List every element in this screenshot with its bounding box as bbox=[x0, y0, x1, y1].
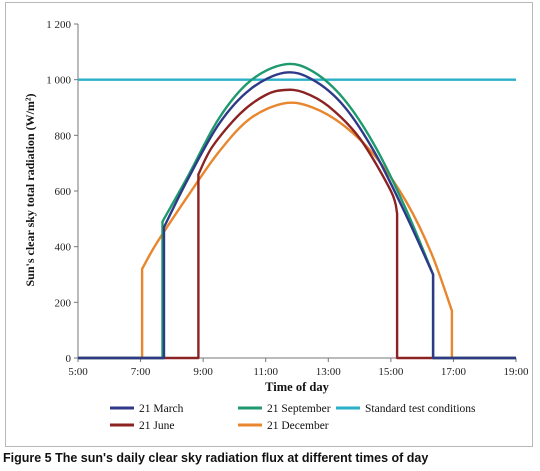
x-tick-label: 19:00 bbox=[503, 366, 529, 378]
series-line-21-december bbox=[78, 101, 516, 360]
y-tick-label: 1 000 bbox=[46, 75, 71, 87]
radiation-chart: 5:00 7:00 9:00 11:00 13:00 15:00 17:00 19:00 0 2… bbox=[23, 19, 529, 432]
x-tick-label: 11:00 bbox=[253, 366, 278, 378]
y-axis-label: Sun's clear sky total radiation (W/m²) bbox=[23, 93, 37, 286]
y-tick-label: 1 200 bbox=[46, 19, 71, 31]
x-tick-label: 7:00 bbox=[131, 366, 151, 378]
y-tick-label: 400 bbox=[55, 242, 72, 254]
y-tick-label: 200 bbox=[55, 297, 72, 309]
y-tick-label: 0 bbox=[66, 353, 72, 365]
figure-caption: Figure 5 The sun's daily clear sky radia… bbox=[3, 451, 537, 465]
x-axis-label: Time of day bbox=[265, 380, 329, 394]
series-line-21-june bbox=[78, 88, 516, 360]
figure-frame bbox=[5, 2, 533, 447]
series-line-21-september bbox=[78, 62, 516, 360]
axes bbox=[74, 23, 517, 362]
legend-label-21-june: 21 June bbox=[139, 420, 174, 432]
x-tick-label: 9:00 bbox=[193, 366, 213, 378]
figure-caption-text: The sun's daily clear sky radiation flux… bbox=[55, 451, 429, 465]
legend-label-21-march: 21 March bbox=[139, 403, 184, 415]
x-tick-label: 13:00 bbox=[316, 366, 342, 378]
legend-label-21-september: 21 September bbox=[267, 403, 331, 415]
x-tick-label: 15:00 bbox=[378, 366, 404, 378]
y-tick-labels: 0 200 400 600 800 1 000 1 200 bbox=[46, 19, 71, 365]
legend: 21 March 21 September Standard test condit… bbox=[110, 403, 476, 432]
series-line-21-march bbox=[78, 71, 516, 360]
y-tick-label: 600 bbox=[55, 186, 72, 198]
x-tick-label: 17:00 bbox=[441, 366, 467, 378]
legend-label-21-december: 21 December bbox=[267, 420, 329, 432]
legend-label-standard-test-conditions: Standard test conditions bbox=[365, 403, 476, 415]
y-tick-label: 800 bbox=[55, 130, 72, 142]
x-tick-label: 5:00 bbox=[68, 366, 88, 378]
x-tick-labels: 5:00 7:00 9:00 11:00 13:00 15:00 17:00 19:00 bbox=[68, 366, 529, 378]
series-lines bbox=[78, 62, 516, 360]
figure-label: Figure 5 bbox=[3, 451, 52, 465]
